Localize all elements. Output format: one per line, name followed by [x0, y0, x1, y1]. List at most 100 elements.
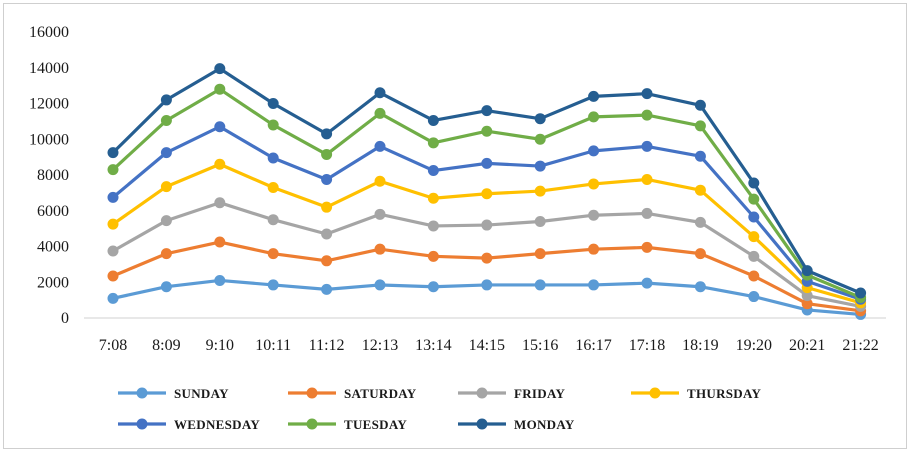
data-point: [641, 88, 653, 100]
x-tick-label: 11:12: [309, 337, 345, 354]
data-point: [588, 279, 600, 291]
data-point: [481, 125, 493, 137]
data-point: [427, 250, 439, 262]
x-tick-label: 13:14: [415, 337, 451, 354]
data-point: [748, 211, 760, 223]
data-point: [321, 128, 333, 140]
legend-item: SATURDAY: [288, 386, 416, 401]
legend-label: THURSDAY: [687, 386, 761, 401]
y-tick-label: 16000: [29, 24, 69, 41]
legend-marker: [136, 387, 148, 399]
data-point: [160, 248, 172, 260]
legend-marker: [136, 418, 148, 430]
data-point: [641, 109, 653, 121]
data-point: [534, 160, 546, 172]
data-point: [321, 173, 333, 185]
data-point: [748, 177, 760, 189]
data-point: [481, 279, 493, 291]
data-point: [694, 99, 706, 111]
x-tick-label: 21:22: [842, 337, 878, 354]
data-point: [160, 215, 172, 227]
data-point: [267, 248, 279, 260]
legend-marker: [306, 387, 318, 399]
data-point: [481, 252, 493, 264]
legend-item: THURSDAY: [631, 386, 761, 401]
series-monday: [107, 63, 867, 299]
x-tick-label: 9:10: [206, 337, 234, 354]
data-point: [427, 165, 439, 177]
data-point: [427, 220, 439, 232]
data-point: [588, 209, 600, 221]
series-layer: [107, 63, 867, 320]
data-point: [160, 281, 172, 293]
data-point: [748, 250, 760, 262]
y-tick-label: 14000: [29, 60, 69, 77]
legend-marker: [476, 418, 488, 430]
data-point: [534, 133, 546, 145]
legend-item: TUESDAY: [288, 417, 407, 432]
x-axis-ticks: 7:08 8:09 9:10 10:11 11:12 12:13 13:14 14:15 15:…: [99, 337, 879, 354]
data-point: [588, 111, 600, 123]
legend-marker: [649, 387, 661, 399]
x-tick-label: 16:17: [575, 337, 611, 354]
data-point: [588, 90, 600, 102]
y-tick-label: 12000: [29, 96, 69, 113]
data-point: [694, 248, 706, 260]
data-point: [214, 121, 226, 133]
data-point: [214, 63, 226, 75]
data-point: [534, 113, 546, 125]
data-point: [641, 277, 653, 289]
data-point: [641, 173, 653, 185]
data-point: [321, 201, 333, 213]
data-point: [481, 105, 493, 117]
y-tick-label: 4000: [37, 239, 69, 256]
data-point: [481, 157, 493, 169]
x-tick-label: 8:09: [152, 337, 180, 354]
data-point: [160, 94, 172, 106]
data-point: [748, 193, 760, 205]
data-point: [374, 279, 386, 291]
data-point: [588, 178, 600, 190]
y-axis-ticks: 0 2000 4000 6000 8000 10000 12000 14000 16000: [29, 24, 69, 327]
y-tick-label: 0: [61, 310, 69, 327]
x-tick-label: 20:21: [789, 337, 825, 354]
data-point: [107, 164, 119, 176]
data-point: [107, 191, 119, 203]
series-thursday: [107, 158, 867, 309]
data-point: [427, 281, 439, 293]
data-point: [214, 274, 226, 286]
x-tick-label: 14:15: [469, 337, 505, 354]
data-point: [374, 140, 386, 152]
data-point: [374, 208, 386, 220]
data-point: [534, 215, 546, 227]
data-point: [801, 298, 813, 310]
data-point: [214, 158, 226, 170]
x-tick-label: 19:20: [736, 337, 772, 354]
legend-label: TUESDAY: [344, 417, 407, 432]
x-tick-label: 18:19: [682, 337, 718, 354]
data-point: [374, 87, 386, 99]
data-point: [748, 291, 760, 303]
data-point: [321, 148, 333, 160]
data-point: [534, 248, 546, 260]
data-point: [107, 245, 119, 257]
data-point: [748, 231, 760, 243]
legend-label: MONDAY: [514, 417, 575, 432]
data-point: [801, 290, 813, 302]
data-point: [267, 214, 279, 226]
data-point: [801, 265, 813, 277]
x-tick-label: 10:11: [255, 337, 291, 354]
data-point: [694, 281, 706, 293]
series-saturday: [107, 236, 867, 317]
data-point: [534, 279, 546, 291]
data-point: [160, 181, 172, 193]
x-tick-label: 12:13: [362, 337, 398, 354]
series-sunday: [107, 274, 867, 320]
data-point: [321, 228, 333, 240]
legend-marker: [476, 387, 488, 399]
data-point: [267, 152, 279, 164]
legend-item: FRIDAY: [458, 386, 565, 401]
data-point: [534, 185, 546, 197]
data-point: [481, 188, 493, 200]
